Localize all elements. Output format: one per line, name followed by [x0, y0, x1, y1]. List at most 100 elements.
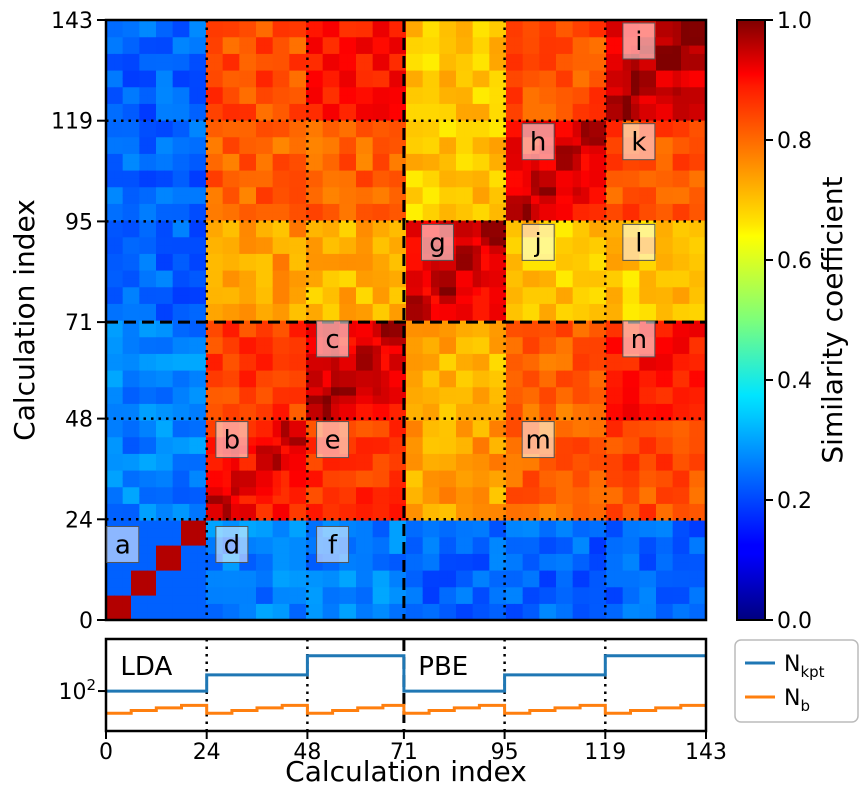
heatmap-cell [389, 536, 399, 546]
heatmap-cell [381, 378, 390, 388]
heatmap-cell [331, 561, 340, 571]
heatmap-cell [622, 286, 632, 296]
heatmap-cell [131, 220, 140, 229]
heatmap-cell [497, 295, 507, 304]
heatmap-cell [522, 203, 532, 213]
heatmap-cell [456, 170, 465, 179]
heatmap-cell [597, 211, 607, 221]
heatmap-cell [172, 45, 182, 54]
heatmap-cell [214, 195, 224, 204]
heatmap-cell [547, 495, 557, 504]
heatmap-cell [664, 436, 674, 446]
heatmap-cell [564, 61, 574, 71]
heatmap-cell [481, 478, 490, 488]
heatmap-cell [172, 153, 182, 163]
heatmap-cell [672, 220, 682, 229]
heatmap-cell [581, 528, 590, 538]
heatmap-cell [314, 95, 324, 104]
heatmap-cell [389, 28, 399, 38]
heatmap-cell [539, 370, 549, 379]
heatmap-cell [614, 345, 624, 354]
heatmap-cell [339, 95, 349, 104]
heatmap-cell [539, 20, 549, 29]
heatmap-cell [481, 486, 490, 496]
heatmap-cell [356, 570, 365, 579]
heatmap-cell [581, 28, 590, 38]
heatmap-cell [422, 345, 432, 354]
heatmap-cell [464, 420, 474, 429]
heatmap-cell [397, 486, 407, 496]
heatmap-cell [506, 420, 515, 429]
heatmap-cell [114, 236, 124, 246]
heatmap-cell [272, 395, 282, 404]
heatmap-cell [131, 328, 140, 338]
heatmap-cell [264, 586, 274, 596]
heatmap-cell [664, 136, 674, 146]
heatmap-cell [339, 53, 349, 63]
heatmap-cell [272, 578, 282, 588]
heatmap-cell [406, 345, 415, 354]
heatmap-cell [381, 495, 390, 504]
heatmap-cell [156, 536, 165, 546]
heatmap-cell [664, 328, 674, 338]
heatmap-cell [622, 470, 632, 479]
heatmap-cell [614, 220, 624, 229]
heatmap-cell [589, 436, 599, 446]
heatmap-cell [481, 245, 490, 254]
heatmap-cell [531, 511, 540, 521]
heatmap-cell [339, 161, 349, 171]
heatmap-cell [306, 578, 315, 588]
heatmap-cell [264, 611, 274, 620]
heatmap-cell [572, 20, 582, 29]
heatmap-cell [222, 236, 232, 246]
heatmap-cell [389, 45, 399, 54]
heatmap-cell [489, 503, 499, 513]
heatmap-cell [289, 345, 299, 354]
heatmap-cell [306, 328, 315, 338]
heatmap-cell [506, 53, 515, 63]
heatmap-cell [397, 553, 407, 563]
heatmap-cell [589, 36, 599, 46]
heatmap-cell [297, 20, 307, 29]
heatmap-cell [197, 395, 207, 404]
heatmap-cell [656, 503, 665, 513]
heatmap-cell [114, 128, 124, 138]
heatmap-cell [264, 311, 274, 321]
heatmap-cell [531, 320, 540, 329]
heatmap-cell [147, 70, 157, 79]
heatmap-cell [497, 536, 507, 546]
heatmap-cell [147, 328, 157, 338]
heatmap-cell [614, 245, 624, 254]
heatmap-cell [647, 403, 657, 413]
heatmap-cell [289, 245, 299, 254]
heatmap-cell [564, 445, 574, 454]
heatmap-cell [264, 53, 274, 63]
heatmap-cell [639, 303, 649, 313]
heatmap-cell [106, 486, 115, 496]
heatmap-cell [189, 120, 199, 129]
heatmap-cell [431, 595, 440, 604]
heatmap-cell [306, 586, 315, 596]
heatmap-cell [672, 445, 682, 454]
heatmap-cell [672, 403, 682, 413]
heatmap-cell [406, 95, 415, 104]
heatmap-cell [314, 586, 324, 596]
heatmap-cell [256, 386, 265, 396]
heatmap-cell [214, 203, 224, 213]
heatmap-cell [556, 103, 565, 113]
heatmap-cell [289, 145, 299, 154]
heatmap-cell [656, 603, 665, 613]
heatmap-cell [114, 361, 124, 371]
heatmap-cell [481, 411, 490, 421]
heatmap-cell [139, 36, 149, 46]
heatmap-cell [372, 545, 382, 554]
heatmap-cell [197, 295, 207, 304]
heatmap-cell [214, 53, 224, 63]
heatmap-cell [122, 236, 132, 246]
heatmap-cell [364, 345, 374, 354]
heatmap-cell [464, 53, 474, 63]
heatmap-cell [181, 370, 190, 379]
heatmap-cell [564, 403, 574, 413]
heatmap-cell [206, 378, 215, 388]
heatmap-cell [439, 211, 449, 221]
